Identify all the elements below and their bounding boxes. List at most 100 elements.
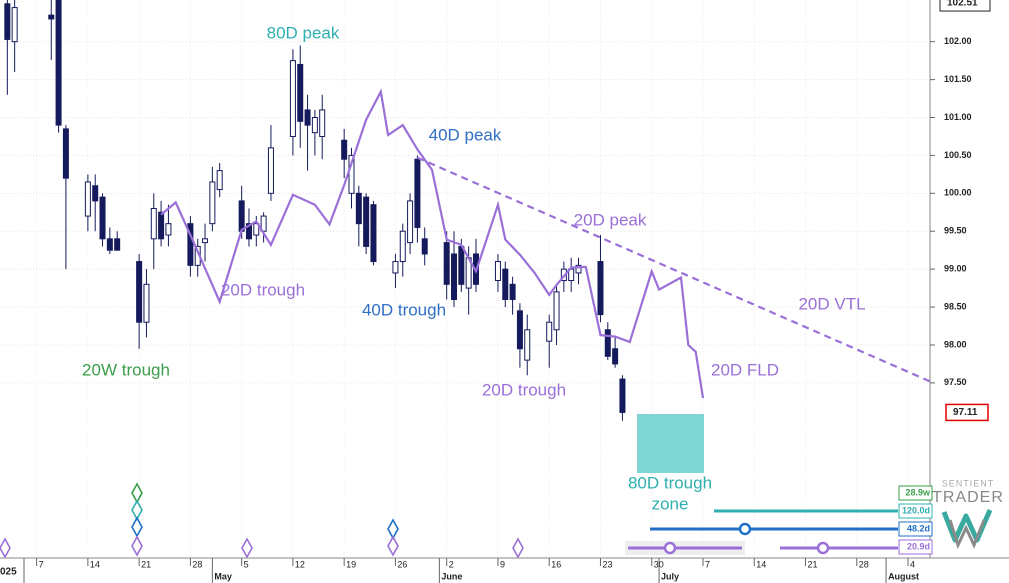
candle-body [399,230,406,263]
candle-body [575,264,582,274]
candle-body [604,329,611,357]
cycle-label-box [898,485,933,501]
candle-body [245,223,252,240]
plot-area [4,0,626,421]
top-price-box [939,0,991,12]
x-tick-label: 28 [859,559,869,569]
cycle-label-box [898,539,933,555]
candle-body [392,261,399,274]
candle-body [458,245,465,285]
candle-body [597,261,604,316]
candle-body [612,348,619,365]
year-label: 025 [0,567,17,578]
candle-body [216,170,223,191]
x-tick-label: June [441,571,462,581]
candle-body [509,283,516,300]
candle-body [363,196,370,247]
annotation: 20D peak [574,210,647,229]
y-tick-label: 101.00 [944,112,972,122]
diamond [0,537,11,559]
trough-zone [637,414,704,473]
y-tick-label: 102.00 [944,36,972,46]
candle-body [407,200,414,244]
y-tick-label: 97.50 [944,377,967,387]
x-tick-label: 2 [449,559,454,569]
candle-body [209,181,216,225]
x-tick-label: 7 [705,559,710,569]
candle-body [136,261,143,323]
candle-body [414,158,421,228]
candle-body [370,204,377,263]
candle-body [516,310,523,350]
x-tick-label: 21 [808,559,818,569]
cycle-marker [738,522,752,536]
cycle-label-box [898,503,933,519]
x-tick-label: July [661,571,679,581]
candle-body [348,154,355,194]
candle-body [84,181,91,217]
candle-body [150,207,157,240]
vtl-line [416,156,931,383]
x-tick-label: 23 [602,559,612,569]
candle-body [443,242,450,285]
logo-text: TRADER [932,489,1004,506]
cycle-diamonds [0,482,524,559]
candle-body [451,253,458,300]
cycle-label: 48.2d [907,523,930,533]
candle-body [202,238,209,244]
annotation: 80D trough [628,473,712,492]
last-price-label: 97.11 [953,407,978,418]
cycle-marker [816,541,830,555]
candle-body [55,0,62,126]
y-tick-label: 100.00 [944,188,972,198]
candle-body [4,3,11,40]
candle-body [289,60,296,137]
cycle-marker [663,541,677,555]
diamond [131,535,143,557]
candle-body [297,63,304,122]
candle-body [11,7,18,43]
candle-body [48,14,55,20]
annotation: 80D peak [267,23,340,42]
candle-body [253,223,260,236]
cycle-label: 120.0d [902,505,930,515]
x-tick-label: 16 [551,559,561,569]
logo-icon [948,519,986,550]
x-tick-label: 26 [397,559,407,569]
candle-body [99,196,106,240]
candle-body [319,109,326,137]
candle-body [165,223,172,236]
y-tick-label: 99.50 [944,226,967,236]
diamond [387,535,399,557]
cycle-label-box [898,521,933,537]
annotation: 20D trough [482,380,566,399]
annotation: 40D trough [362,300,446,319]
logo-text: SENTIENT [942,478,995,488]
candle-body [114,238,121,251]
y-tick-label: 98.50 [944,301,967,311]
annotation: 20D VTL [798,294,865,313]
candle-body [92,185,99,202]
candle-body [158,211,165,240]
x-tick-label: 7 [39,559,44,569]
top-price-label: 102.51 [947,0,978,9]
cycle-bars [625,509,898,555]
x-tick-label: August [888,571,919,581]
candle-body [421,238,428,255]
cycle-label: 20.9d [907,541,930,551]
candle-body [546,321,553,342]
candle-body [524,329,531,361]
price-axis-bg [930,0,1009,583]
candle-body [187,223,194,266]
y-tick-label: 101.50 [944,74,972,84]
candle-body [355,192,362,225]
grid [0,0,930,558]
y-tick-label: 100.50 [944,150,972,160]
annotation: 20W trough [82,360,170,379]
candle-body [62,128,69,179]
x-tick-label: May [214,571,232,581]
x-tick-label: 19 [346,559,356,569]
x-tick-label: 21 [141,559,151,569]
